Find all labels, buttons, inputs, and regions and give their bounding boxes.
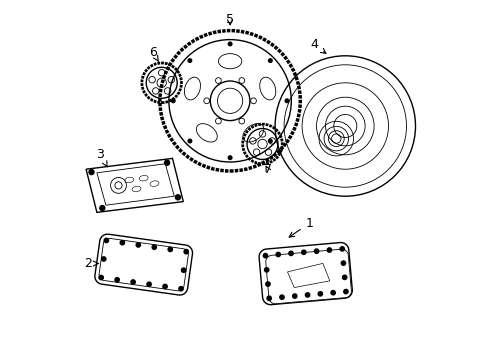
Text: 7: 7 <box>264 163 271 176</box>
Polygon shape <box>287 264 329 288</box>
Circle shape <box>188 139 191 143</box>
Circle shape <box>131 280 135 284</box>
Circle shape <box>228 156 231 159</box>
Circle shape <box>339 247 344 251</box>
Circle shape <box>288 251 293 256</box>
Circle shape <box>264 268 268 272</box>
Circle shape <box>152 245 156 249</box>
Circle shape <box>164 160 169 165</box>
Circle shape <box>279 295 284 299</box>
Text: 1: 1 <box>288 217 313 237</box>
Circle shape <box>89 170 94 175</box>
Text: 6: 6 <box>148 46 158 62</box>
Circle shape <box>100 206 104 211</box>
Circle shape <box>265 282 269 286</box>
Circle shape <box>102 257 106 261</box>
Circle shape <box>301 250 305 255</box>
Text: 5: 5 <box>225 13 234 26</box>
Ellipse shape <box>218 54 241 69</box>
Circle shape <box>268 59 271 62</box>
Circle shape <box>292 294 296 298</box>
Circle shape <box>341 261 345 265</box>
Circle shape <box>183 249 188 254</box>
Circle shape <box>168 247 172 252</box>
Circle shape <box>171 99 175 103</box>
Circle shape <box>285 99 288 103</box>
Polygon shape <box>95 234 192 295</box>
Circle shape <box>276 252 280 257</box>
Circle shape <box>163 284 167 289</box>
Circle shape <box>305 293 309 297</box>
Circle shape <box>268 139 271 143</box>
Circle shape <box>120 240 124 245</box>
Circle shape <box>343 289 347 294</box>
Circle shape <box>99 275 103 280</box>
Polygon shape <box>86 158 183 212</box>
Circle shape <box>136 243 140 247</box>
Circle shape <box>330 291 335 295</box>
Circle shape <box>179 287 183 291</box>
Ellipse shape <box>196 123 217 142</box>
Polygon shape <box>259 243 351 305</box>
Circle shape <box>266 296 271 301</box>
Polygon shape <box>99 238 188 291</box>
Polygon shape <box>265 249 351 304</box>
Circle shape <box>263 253 267 258</box>
Circle shape <box>146 282 151 287</box>
Circle shape <box>175 195 180 200</box>
Text: 2: 2 <box>84 257 98 270</box>
Text: 4: 4 <box>310 39 325 53</box>
Circle shape <box>188 59 191 62</box>
Circle shape <box>104 238 108 243</box>
Ellipse shape <box>184 77 200 100</box>
Circle shape <box>115 278 119 282</box>
Text: 3: 3 <box>96 148 107 167</box>
Polygon shape <box>97 164 174 205</box>
Circle shape <box>181 268 185 273</box>
Ellipse shape <box>243 123 264 142</box>
Ellipse shape <box>259 77 275 100</box>
Circle shape <box>326 248 331 252</box>
Circle shape <box>342 275 346 279</box>
Circle shape <box>314 249 318 253</box>
Circle shape <box>318 292 322 296</box>
Circle shape <box>228 42 231 46</box>
